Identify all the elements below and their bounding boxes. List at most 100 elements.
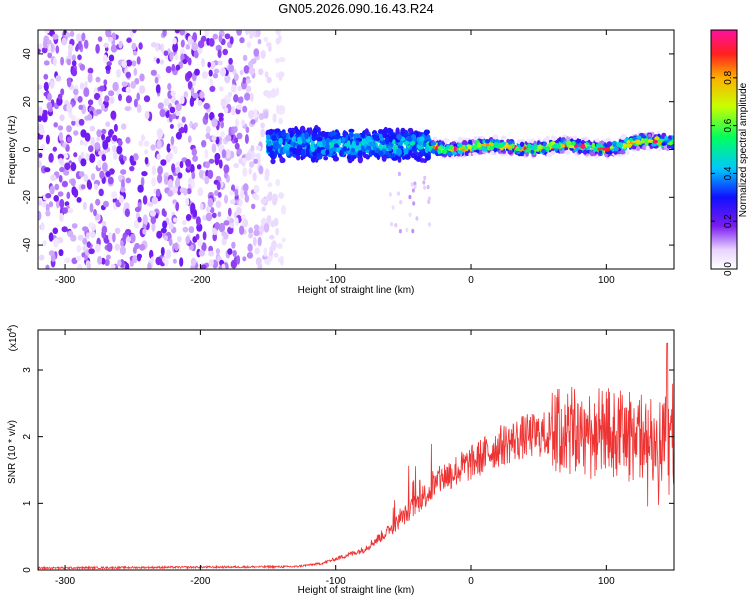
spectrogram-noise-cell: [266, 76, 272, 84]
spectrogram-echo-cell: [543, 142, 547, 147]
spectrogram-noise-cell: [253, 48, 260, 57]
spectrogram-noise-cell: [225, 149, 231, 159]
spectrogram-noise-cell: [41, 47, 48, 54]
spectrogram-noise-cell: [243, 65, 250, 74]
spectrogram-noise-cell: [74, 93, 78, 102]
spectrogram-noise-cell: [133, 98, 138, 108]
spectrogram-band-cell: [404, 154, 411, 160]
spectrogram-noise-cell: [192, 155, 199, 162]
spectrogram-noise-cell: [244, 134, 249, 144]
spectrogram-noise-cell: [94, 142, 101, 150]
spectrogram-noise-cell: [111, 191, 118, 199]
spectrogram-noise-cell: [104, 95, 110, 103]
spectrogram-noise-cell: [207, 169, 214, 179]
spectrogram-noise-cell: [185, 235, 190, 244]
spectrogram-noise-cell: [159, 108, 166, 118]
spectrogram-noise-cell: [186, 71, 193, 79]
spectrogram-noise-cell: [221, 263, 226, 269]
spectrogram-noise-cell: [269, 250, 274, 256]
spectrogram-noise-cell: [125, 95, 132, 104]
spectrogram-noise-cell: [97, 255, 103, 265]
spectrogram-noise-cell: [125, 59, 133, 67]
spectrogram-noise-cell: [77, 40, 82, 50]
spectrogram-echo-cell: [526, 139, 532, 143]
spectrogram-band-cell: [272, 141, 279, 150]
spectrogram-noise-cell: [70, 162, 77, 172]
spectrogram-noise-cell: [186, 188, 192, 195]
spectrogram-noise-cell: [208, 69, 213, 77]
spectrogram-band-cell: [422, 180, 426, 185]
spectrogram-band-cell: [398, 229, 402, 234]
spectrogram-noise-cell: [210, 61, 216, 70]
spectrogram-echo-cell: [489, 146, 493, 151]
spectrogram-noise-cell: [228, 64, 235, 73]
spectrogram-noise-cell: [233, 162, 240, 169]
spectrogram-echo-cell: [632, 136, 636, 141]
spectrogram-echo-cell: [536, 148, 540, 152]
spectrogram-band-cell: [269, 128, 274, 135]
spectrogram-noise-cell: [38, 128, 46, 136]
spectrogram-noise-cell: [182, 59, 188, 65]
spectrogram-band-cell: [426, 184, 430, 190]
colorbar: 0.0 0.2 0.4 0.6 0.8 Normalized spectral ampl…: [710, 29, 749, 276]
spectrogram-noise-cell: [211, 212, 217, 219]
spectrogram-band-cell: [403, 141, 409, 146]
spectrogram-noise-cell: [207, 61, 211, 68]
spectrogram-echo-cell: [635, 145, 641, 152]
spectrogram-noise-cell: [94, 183, 99, 190]
spectrogram-noise-cell: [264, 174, 270, 181]
spectrogram-noise-cell: [87, 99, 94, 106]
spectrogram-band-cell: [304, 131, 310, 140]
spectrogram-noise-cell: [214, 222, 220, 230]
spectrogram-noise-cell: [131, 60, 137, 67]
spectrogram-noise-cell: [175, 131, 182, 140]
spectrogram-echo-cell: [480, 135, 486, 140]
spectrogram-noise-cell: [191, 171, 196, 180]
y-tick-label: 20: [22, 96, 33, 108]
spectrogram-noise-cell: [263, 90, 270, 97]
spectrogram-noise-cell: [77, 263, 82, 269]
spectrogram-noise-cell: [76, 33, 82, 43]
spectrogram-echo-cell: [453, 146, 457, 152]
spectrogram-noise-cell: [245, 126, 250, 134]
spectrogram-band-cell: [346, 155, 352, 161]
spectrogram-noise-cell: [132, 50, 138, 56]
spectrogram-noise-cell: [275, 227, 280, 236]
x-tick-label: 0: [468, 576, 474, 587]
spectrogram-noise-cell: [98, 150, 104, 156]
spectrogram-echo-cell: [658, 147, 662, 152]
spectrogram-noise-cell: [174, 178, 181, 188]
x-tick-label: -200: [190, 275, 210, 286]
spectrogram-echo-cell: [642, 144, 648, 151]
spectrogram-noise-cell: [144, 110, 150, 120]
spectrogram-noise-cell: [82, 201, 87, 211]
spectrogram-noise-cell: [112, 145, 117, 153]
spectrogram-noise-cell: [48, 153, 54, 163]
spectrogram-noise-cell: [204, 112, 209, 120]
spectrogram-band-cell: [363, 153, 369, 159]
spectrogram-noise-cell: [76, 245, 81, 253]
spectrogram-echo-cell: [492, 134, 499, 140]
spectrogram-noise-cell: [151, 222, 156, 232]
spectrogram-echo-cell: [594, 138, 600, 143]
spectrogram-noise-cell: [96, 136, 101, 142]
spectrogram-noise-cell: [193, 122, 199, 128]
spectrogram-band-cell: [301, 142, 306, 148]
spectrogram-noise-cell: [101, 128, 107, 135]
spectrogram-noise-cell: [78, 104, 84, 111]
spectrogram-band-cell: [269, 150, 275, 159]
spectrogram-noise-cell: [67, 230, 74, 238]
spectrogram-noise-cell: [242, 167, 248, 177]
spectrogram-noise-cell: [278, 117, 283, 125]
spectrogram-noise-cell: [260, 50, 266, 59]
spectrogram-noise-cell: [278, 71, 285, 78]
spectrogram-noise-cell: [251, 203, 256, 210]
spectrogram-noise-cell: [113, 151, 118, 160]
spectrogram-noise-cell: [40, 144, 46, 152]
spectrogram-noise-cell: [117, 139, 123, 147]
spectrogram-noise-cell: [219, 86, 224, 92]
spectrogram-noise-cell: [177, 122, 182, 129]
spectrogram-noise-cell: [137, 216, 142, 223]
spectrogram-noise-cell: [78, 118, 85, 126]
spectrogram-noise-cell: [80, 151, 85, 159]
